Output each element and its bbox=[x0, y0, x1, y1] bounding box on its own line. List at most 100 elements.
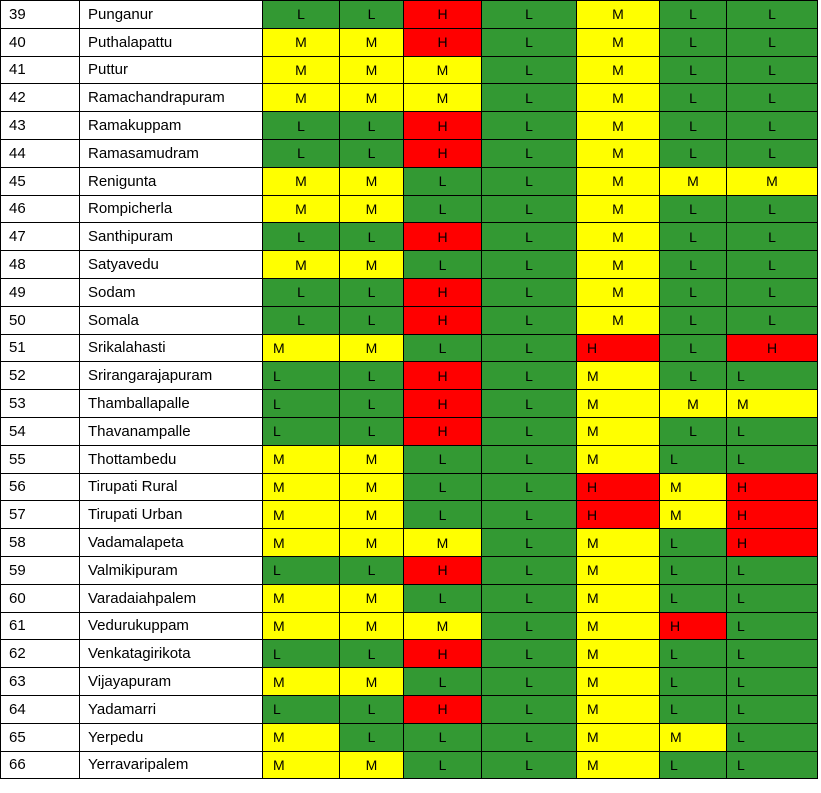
row-number: 47 bbox=[0, 222, 80, 252]
row-number: 45 bbox=[0, 166, 80, 196]
level-cell: L bbox=[481, 222, 577, 252]
row-number: 59 bbox=[0, 555, 80, 585]
table-row: 46 Rompicherla M M L L M L L bbox=[0, 194, 818, 224]
level-cell: H bbox=[576, 500, 660, 530]
row-number: 54 bbox=[0, 416, 80, 446]
mandal-name: Renigunta bbox=[79, 166, 263, 196]
level-cell: L bbox=[659, 528, 727, 557]
level-cell: M bbox=[726, 389, 818, 418]
level-cell: M bbox=[339, 83, 404, 113]
level-cell: H bbox=[659, 611, 727, 641]
table-row: 66 Yerravaripalem M M L L M L L bbox=[0, 750, 818, 780]
level-cell: L bbox=[481, 305, 577, 335]
mandal-name: Ramakuppam bbox=[79, 111, 263, 140]
level-cell: M bbox=[262, 722, 340, 752]
level-cell: L bbox=[726, 361, 818, 391]
level-cell: L bbox=[339, 361, 404, 391]
mandal-name: Punganur bbox=[79, 0, 263, 29]
mandal-name: Yerravaripalem bbox=[79, 750, 263, 780]
level-cell: L bbox=[481, 194, 577, 224]
mandal-name: Satyavedu bbox=[79, 250, 263, 279]
level-cell: M bbox=[262, 583, 340, 613]
level-cell: M bbox=[576, 277, 660, 307]
table-row: 64 Yadamarri L L H L M L L bbox=[0, 694, 818, 724]
mandal-name: Puttur bbox=[79, 55, 263, 85]
level-cell: L bbox=[481, 555, 577, 585]
level-cell: H bbox=[403, 555, 482, 585]
level-cell: M bbox=[339, 250, 404, 279]
table-row: 65 Yerpedu M L L L M M L bbox=[0, 722, 818, 752]
level-cell: L bbox=[262, 277, 340, 307]
level-cell: M bbox=[262, 166, 340, 196]
level-cell: L bbox=[339, 277, 404, 307]
level-cell: H bbox=[403, 694, 482, 724]
level-cell: L bbox=[339, 722, 404, 752]
mandal-name: Tirupati Rural bbox=[79, 472, 263, 502]
level-cell: M bbox=[339, 194, 404, 224]
level-cell: L bbox=[659, 250, 727, 279]
level-cell: L bbox=[659, 27, 727, 57]
mandal-name: Vadamalapeta bbox=[79, 528, 263, 557]
level-cell: L bbox=[339, 639, 404, 669]
row-number: 62 bbox=[0, 639, 80, 669]
level-cell: H bbox=[403, 0, 482, 29]
table-row: 53 Thamballapalle L L H L M M M bbox=[0, 389, 818, 418]
mandal-name: Ramachandrapuram bbox=[79, 83, 263, 113]
level-cell: H bbox=[403, 138, 482, 168]
level-cell: L bbox=[339, 222, 404, 252]
table-row: 43 Ramakuppam L L H L M L L bbox=[0, 111, 818, 140]
level-cell: M bbox=[576, 27, 660, 57]
row-number: 55 bbox=[0, 444, 80, 474]
level-cell: L bbox=[659, 0, 727, 29]
table-row: 58 Vadamalapeta M M M L M L H bbox=[0, 528, 818, 557]
level-cell: L bbox=[481, 277, 577, 307]
level-cell: H bbox=[726, 500, 818, 530]
level-cell: L bbox=[481, 667, 577, 696]
level-cell: H bbox=[403, 111, 482, 140]
table-row: 52 Srirangarajapuram L L H L M L L bbox=[0, 361, 818, 391]
level-cell: L bbox=[262, 555, 340, 585]
mandal-name: Venkatagirikota bbox=[79, 639, 263, 669]
level-cell: L bbox=[262, 305, 340, 335]
row-number: 43 bbox=[0, 111, 80, 140]
level-cell: M bbox=[576, 361, 660, 391]
level-cell: M bbox=[262, 333, 340, 363]
level-cell: L bbox=[726, 305, 818, 335]
level-cell: H bbox=[403, 222, 482, 252]
level-cell: L bbox=[339, 305, 404, 335]
level-cell: M bbox=[339, 611, 404, 641]
level-cell: M bbox=[576, 138, 660, 168]
level-cell: L bbox=[659, 667, 727, 696]
level-cell: L bbox=[726, 444, 818, 474]
table-row: 54 Thavanampalle L L H L M L L bbox=[0, 416, 818, 446]
mandal-name: Sodam bbox=[79, 277, 263, 307]
level-cell: H bbox=[403, 389, 482, 418]
level-cell: L bbox=[262, 639, 340, 669]
level-cell: M bbox=[576, 83, 660, 113]
level-cell: L bbox=[339, 111, 404, 140]
level-cell: M bbox=[339, 166, 404, 196]
mandal-name: Somala bbox=[79, 305, 263, 335]
level-cell: L bbox=[339, 416, 404, 446]
level-cell: L bbox=[262, 111, 340, 140]
level-cell: L bbox=[403, 444, 482, 474]
row-number: 65 bbox=[0, 722, 80, 752]
level-cell: H bbox=[726, 472, 818, 502]
level-cell: L bbox=[339, 0, 404, 29]
mandal-name: Yadamarri bbox=[79, 694, 263, 724]
level-cell: M bbox=[262, 472, 340, 502]
level-cell: M bbox=[339, 55, 404, 85]
level-cell: M bbox=[576, 528, 660, 557]
table-row: 62 Venkatagirikota L L H L M L L bbox=[0, 639, 818, 669]
level-cell: M bbox=[339, 528, 404, 557]
level-cell: H bbox=[403, 305, 482, 335]
level-cell: L bbox=[262, 416, 340, 446]
row-number: 61 bbox=[0, 611, 80, 641]
level-cell: M bbox=[262, 194, 340, 224]
row-number: 49 bbox=[0, 277, 80, 307]
row-number: 58 bbox=[0, 528, 80, 557]
level-cell: L bbox=[481, 166, 577, 196]
level-cell: L bbox=[726, 277, 818, 307]
level-cell: L bbox=[726, 555, 818, 585]
level-cell: L bbox=[262, 694, 340, 724]
